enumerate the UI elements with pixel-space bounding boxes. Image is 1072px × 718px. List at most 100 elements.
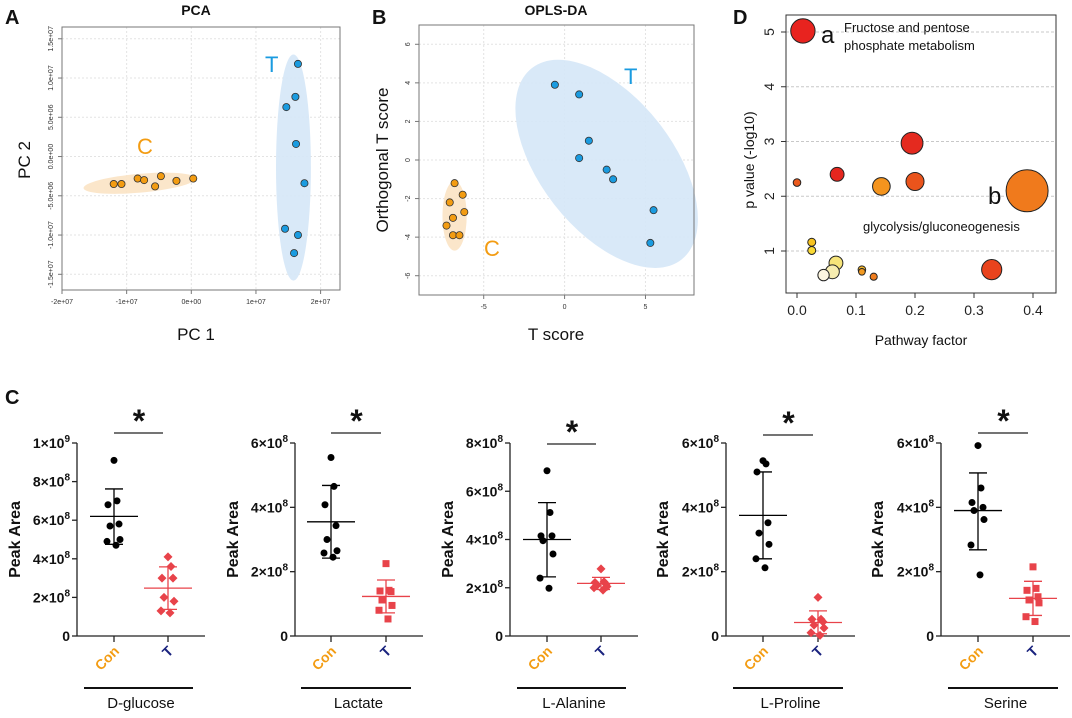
y-tick-label: 4 xyxy=(761,83,777,91)
pathway-bubble xyxy=(817,268,830,282)
data-point-con xyxy=(110,456,118,464)
data-point-con xyxy=(539,537,547,545)
panel-a-label: A xyxy=(5,7,19,29)
oplsda-group-c-label: C xyxy=(484,236,500,261)
pathway-bubble xyxy=(869,272,878,281)
y-axis-label: Peak Area xyxy=(440,501,457,578)
data-point-c xyxy=(460,208,469,217)
pathway-y-axis-label: p value (-log10) xyxy=(741,111,757,208)
significance-star: * xyxy=(566,414,579,450)
group-label-t: T xyxy=(159,642,177,660)
metabolite-label: D-glucose xyxy=(107,695,175,712)
pca-group-t-label: T xyxy=(265,52,278,77)
oplsda-y-axis-label: Orthogonal T score xyxy=(373,88,392,233)
y-tick-label: -1.0e+07 xyxy=(48,221,55,249)
group-label-t: T xyxy=(1024,642,1042,660)
data-point-c xyxy=(448,213,457,222)
data-point-c xyxy=(172,176,181,185)
data-point-con xyxy=(104,501,112,509)
data-point-con xyxy=(974,442,982,450)
y-tick-label: 1.0e+07 xyxy=(48,65,55,91)
data-point-t xyxy=(1025,596,1033,604)
data-point-t xyxy=(806,628,816,638)
data-point-t xyxy=(584,136,593,145)
x-tick-label: 0 xyxy=(563,304,567,311)
y-tick-label: 2×108 xyxy=(251,563,289,580)
y-axis-label: Peak Area xyxy=(225,501,242,578)
data-point-t xyxy=(1023,586,1031,594)
group-label-con: Con xyxy=(525,643,556,674)
y-tick-label: 6×108 xyxy=(466,482,504,499)
data-point-t xyxy=(166,562,176,572)
pathway-bubble xyxy=(900,131,924,155)
y-axis-label: Peak Area xyxy=(655,501,672,578)
metabolite-label: Serine xyxy=(984,695,1027,712)
data-point-t xyxy=(596,564,606,574)
data-point-t xyxy=(575,154,584,163)
data-point-t xyxy=(282,103,291,112)
y-tick-label: -1.5e+07 xyxy=(48,260,55,288)
data-point-con xyxy=(546,508,554,516)
data-point-t xyxy=(376,587,384,595)
data-point-t xyxy=(293,231,302,240)
y-tick-label: 6×108 xyxy=(251,434,289,451)
x-tick-label: 0e+00 xyxy=(181,299,201,306)
data-point-t xyxy=(646,238,655,247)
oplsda-title: OPLS-DA xyxy=(525,2,588,18)
x-tick-label: 0.0 xyxy=(787,302,807,318)
data-point-t xyxy=(1035,599,1043,607)
panel-c-label: C xyxy=(5,387,19,409)
data-point-t xyxy=(300,179,309,188)
data-point-t xyxy=(382,560,390,568)
data-point-con xyxy=(333,547,341,555)
pathway-bubble xyxy=(829,166,845,182)
metabolite-plot-l-proline: 0 2×108 4×108 6×108 Peak Area Con T L-Proline * xyxy=(655,405,855,712)
panel-b-oplsda: OPLS-DA -5 0 5 6 4 2 0 -2 -4 -6 T score Orthogona… xyxy=(373,2,698,344)
data-point-con xyxy=(762,460,770,468)
data-point-con xyxy=(761,564,769,572)
data-point-t xyxy=(384,615,392,623)
pca-plot-frame xyxy=(61,26,341,291)
y-tick-label: 6 xyxy=(405,42,412,46)
y-tick-label: 0 xyxy=(405,158,412,162)
metabolite-plot-l-alanine: 0 2×108 4×108 6×108 8×108 Peak Area Con T L-Alan… xyxy=(440,414,638,712)
y-tick-label: 5 xyxy=(761,28,777,36)
data-point-t xyxy=(291,92,300,101)
y-tick-label: 4×108 xyxy=(33,550,71,567)
data-point-t xyxy=(815,630,825,640)
data-point-con xyxy=(549,550,557,558)
data-point-con xyxy=(764,519,772,527)
data-point-con xyxy=(327,453,335,461)
y-tick-label: -5.0e+06 xyxy=(48,182,55,210)
data-point-con xyxy=(976,571,984,579)
pathway-bubble xyxy=(790,18,816,44)
metabolite-plot-serine: 0 2×108 4×108 6×108 Peak Area Con T Serine * xyxy=(870,403,1070,712)
data-point-con xyxy=(106,522,114,530)
data-point-t xyxy=(387,588,395,596)
pathway-bubble xyxy=(872,177,891,196)
y-tick-label: 0 xyxy=(711,628,719,644)
y-tick-label: -4 xyxy=(405,234,412,240)
metabolite-plot-d-glucose: 0 2×108 4×108 6×108 8×108 1×109 Peak Area Con T D… xyxy=(7,403,205,712)
data-point-t xyxy=(168,573,178,583)
x-tick-label: 0.1 xyxy=(846,302,866,318)
data-point-t xyxy=(157,573,167,583)
pathway-bubble xyxy=(1005,169,1049,213)
data-point-con xyxy=(116,536,124,543)
data-point-t xyxy=(156,606,166,616)
pca-y-axis-label: PC 2 xyxy=(15,141,34,179)
panel-c-metabolite-plots: 0 2×108 4×108 6×108 8×108 1×109 Peak Area Con T D… xyxy=(7,403,1070,712)
data-point-c xyxy=(140,176,149,185)
y-tick-label: 4×108 xyxy=(466,531,504,548)
data-point-c xyxy=(133,174,142,183)
annotation-b-letter: b xyxy=(988,183,1001,210)
data-point-c xyxy=(151,182,160,191)
data-point-t xyxy=(649,206,658,215)
y-tick-label: 0 xyxy=(926,628,934,644)
data-point-c xyxy=(189,174,198,183)
panel-a-pca: PCA -2e+07 -1e+07 0e+00 1e+07 2e+07 1.5e+07 1.… xyxy=(15,2,341,344)
data-point-t xyxy=(550,80,559,89)
pathway-bubble xyxy=(905,171,925,191)
x-tick-label: -5 xyxy=(481,304,487,311)
data-point-con xyxy=(548,532,556,540)
